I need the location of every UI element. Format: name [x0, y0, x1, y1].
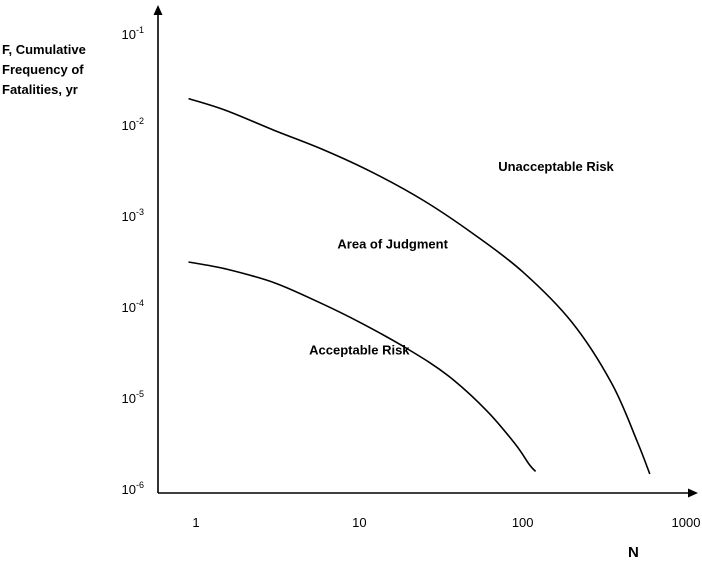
x-axis-arrow-icon [688, 488, 698, 498]
acceptable-risk-label: Acceptable Risk [309, 342, 410, 357]
unacceptable-risk-label: Unacceptable Risk [498, 159, 614, 174]
area-of-judgment-label: Area of Judgment [337, 237, 448, 252]
y-axis-label-line: Fatalities, yr [2, 82, 78, 97]
y-tick-label: 10-3 [122, 207, 144, 224]
x-tick-label: 10 [352, 515, 366, 530]
x-tick-label: 100 [512, 515, 534, 530]
y-tick-label: 10-5 [122, 389, 144, 406]
y-tick-label: 10-1 [122, 25, 144, 42]
y-tick-label: 10-2 [122, 116, 144, 133]
x-tick-label: 1 [192, 515, 199, 530]
series-group [188, 97, 651, 475]
x-axis-label: N [628, 544, 639, 561]
y-axis-label-line: F, Cumulative [2, 42, 86, 57]
lower-criterion-curve [188, 261, 537, 472]
y-tick-labels: 10-6 10-5 10-4 10-3 10-2 10-1 [122, 25, 144, 497]
axes [153, 5, 698, 498]
y-axis-arrow-icon [153, 5, 163, 15]
y-axis-label-line: Frequency of [2, 62, 84, 77]
y-tick-label: 10-4 [122, 298, 144, 315]
x-tick-labels: 1 10 100 1000 [192, 515, 700, 530]
y-axis-label: F, Cumulative Frequency of Fatalities, y… [2, 42, 86, 97]
upper-criterion-curve [188, 97, 651, 475]
x-tick-label: 1000 [672, 515, 701, 530]
y-tick-label: 10-6 [122, 480, 144, 497]
annotations: Unacceptable Risk Area of Judgment Accepta… [309, 159, 614, 357]
